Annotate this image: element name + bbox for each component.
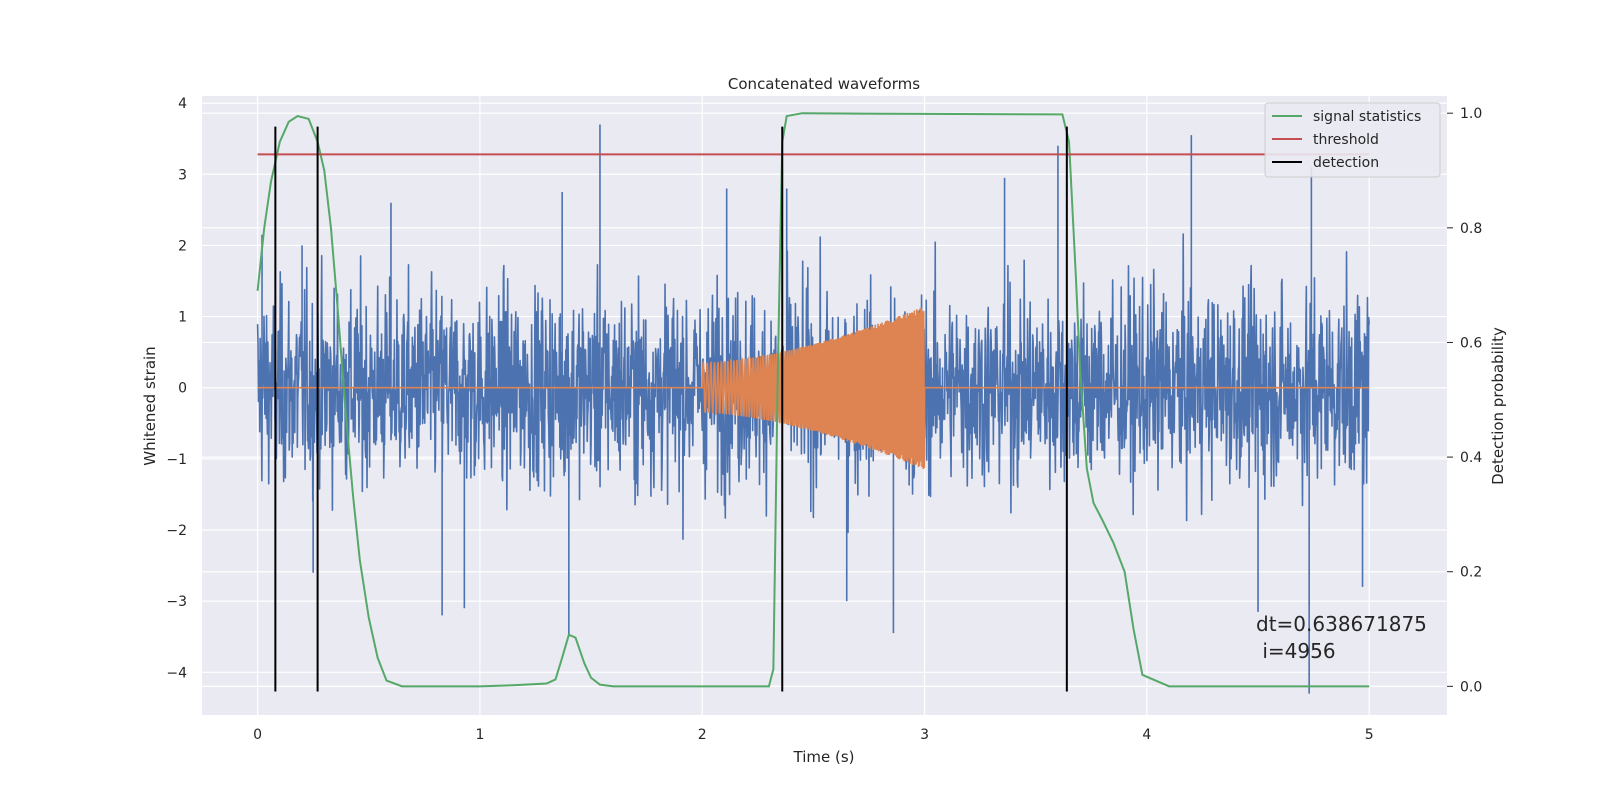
data-layer (256, 112, 1370, 694)
y-tick-label: −4 (166, 665, 187, 681)
x-tick-label: 2 (698, 727, 707, 743)
series-signal-statistics-line (256, 112, 1370, 688)
y2-tick-label: 0.2 (1460, 565, 1482, 581)
annotation-line-1: dt=0.638671875 (1256, 612, 1427, 636)
annotation-line-2: i=4956 (1256, 639, 1336, 663)
y-tick-label: 0 (178, 381, 187, 397)
x-tick-label: 0 (253, 727, 262, 743)
legend-label-signal-statistics: signal statistics (1313, 109, 1421, 125)
legend-box (1264, 102, 1441, 178)
legend-label-threshold: threshold (1313, 132, 1379, 148)
y2-tick-label: 0.6 (1460, 335, 1482, 351)
y-tick-label: 4 (178, 96, 187, 112)
legend: signal statistics threshold detection (1264, 102, 1441, 178)
y-tick-label: 2 (178, 238, 187, 254)
y2-tick-label: 1.0 (1460, 106, 1482, 122)
y2-tick-label: 0.0 (1460, 679, 1482, 695)
x-axis-label: Time (s) (793, 748, 855, 766)
x-tick-label: 1 (475, 727, 484, 743)
x-tick-label: 4 (1142, 727, 1151, 743)
x-tick-label: 5 (1365, 727, 1374, 743)
legend-label-detection: detection (1313, 155, 1379, 171)
chart-title: Concatenated waveforms (728, 75, 920, 93)
y2-axis-label: Detection probability (1489, 327, 1507, 485)
y2-tick-label: 0.8 (1460, 221, 1482, 237)
ticks: 0 1 2 3 4 5 −4 −3 −2 −1 0 1 2 3 4 0.0 0.2 0.4 0.6 0.8 1.0 (166, 96, 1482, 743)
y2-tick-label: 0.4 (1460, 450, 1482, 466)
x-tick-label: 3 (920, 727, 929, 743)
y-tick-label: 3 (178, 167, 187, 183)
y-tick-label: −2 (166, 523, 187, 539)
series-chirp-line (257, 307, 1370, 469)
y-tick-label: 1 (178, 310, 187, 326)
y-tick-label: −3 (166, 594, 187, 610)
y-axis-label: Whitened strain (141, 346, 159, 465)
y-tick-label: −1 (166, 452, 187, 468)
series-noise-line (256, 124, 1370, 694)
